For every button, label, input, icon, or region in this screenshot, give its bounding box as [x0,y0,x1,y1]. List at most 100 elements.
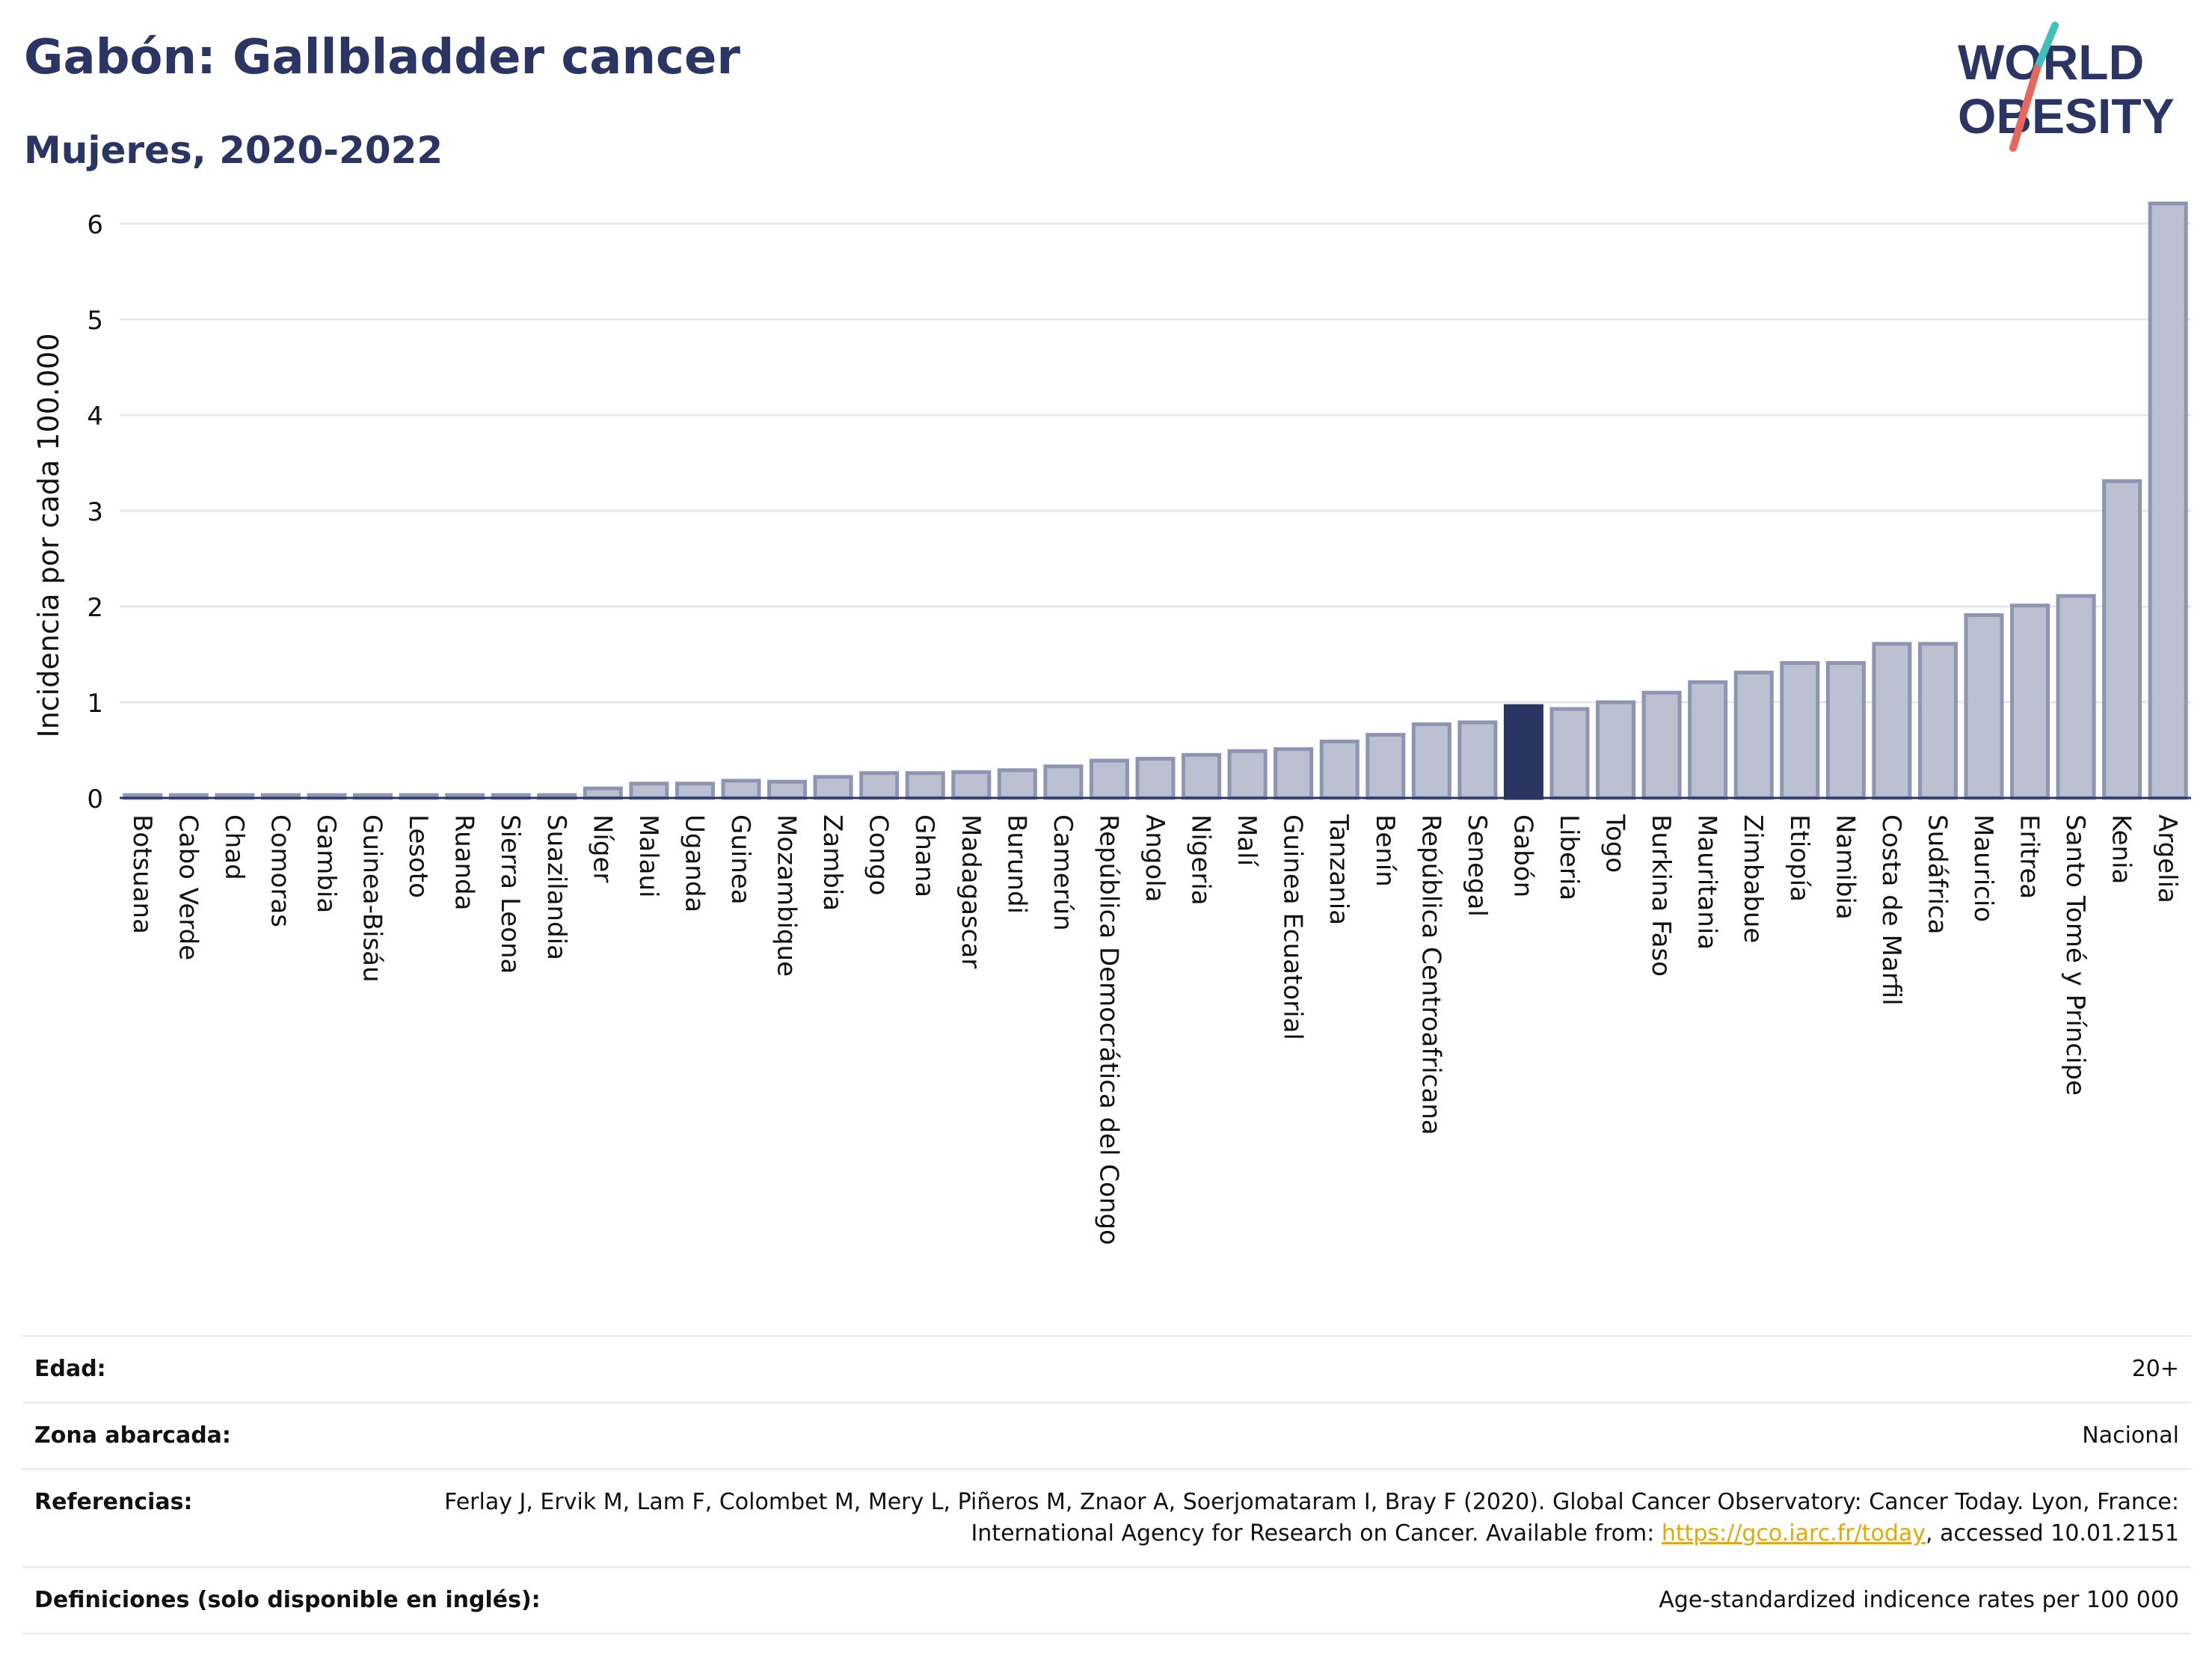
bar [2056,594,2096,800]
bar [951,770,992,800]
bar [721,779,761,800]
bar [1641,690,1682,800]
bar [1089,758,1129,800]
x-tick-label: Sierra Leona [495,814,525,974]
reference-text-after: , accessed 10.01.2151 [1926,1520,2179,1547]
x-tick-label: Malí [1232,814,1262,868]
x-tick-label: Cabo Verde [173,814,203,960]
info-table: Edad: 20+ Zona abarcada: Nacional Refere… [22,1335,2191,1635]
logo-text-obesity: OBESITY [1958,88,2175,144]
x-tick-label: Gabón [1508,814,1537,897]
bar [1182,752,1222,800]
logo-slash-top [2033,22,2059,73]
bar [1043,764,1084,800]
x-tick-label: Eritrea [2015,814,2044,899]
x-tick-label: Togo [1600,814,1630,873]
info-row-definitions: Definiciones (solo disponible en inglés)… [22,1566,2191,1635]
y-tick-label: 6 [87,210,103,240]
page-subtitle: Mujeres, 2020-2022 [24,129,443,172]
x-tick-label: Uganda [679,814,709,912]
x-tick-label: Zambia [817,814,847,911]
x-tick-label: Madagascar [956,814,986,968]
x-tick-label: República Democrática del Congo [1093,814,1123,1245]
x-tick-label: Ruanda [449,814,479,910]
x-tick-label: Comoras [265,814,295,927]
x-tick-label: Liberia [1554,814,1584,900]
x-tick-label: Nigeria [1186,814,1216,906]
reference-text: Ferlay J, Ervik M, Lam F, Colombet M, Me… [444,1489,2179,1547]
reference-link[interactable]: https://gco.iarc.fr/today [1661,1520,1926,1547]
x-tick-label: Costa de Marfil [1876,814,1906,1006]
bar [1457,720,1498,800]
x-tick-label: Níger [587,814,617,882]
bar [629,782,669,800]
bar [1319,739,1360,800]
y-tick-label: 3 [87,497,103,527]
y-tick-label: 5 [87,306,103,336]
bar [813,775,853,800]
x-tick-label: Argelia [2152,814,2182,903]
x-tick-label: Guinea [725,814,755,905]
x-tick-label: Burundi [1001,814,1031,914]
bar [1274,747,1314,800]
bar [583,786,623,800]
y-tick-label: 4 [87,402,103,432]
world-obesity-logo: WORLD OBESITY [1958,22,2175,152]
grid-lines [120,222,2191,704]
bar [859,771,900,800]
info-key: Definiciones (solo disponible en inglés)… [34,1587,541,1613]
bar [767,779,808,800]
x-tick-label: Lesoto [403,814,433,898]
y-tick-labels: 0 1 2 3 4 5 6 [87,210,103,814]
y-tick-label: 2 [87,593,103,623]
bars [123,201,2188,800]
x-tick-label: Ghana [909,814,939,897]
bar-chart: 0 1 2 3 4 5 6 Botsuana Cabo Verde Chad Comoras Gam… [32,201,2191,1245]
bar [905,771,945,800]
x-tick-label: Senegal [1462,814,1492,917]
x-tick-label: Chad [219,814,249,880]
x-tick-label: Namibia [1830,814,1860,920]
x-tick-label: Benín [1370,814,1400,887]
x-tick-label: Gambia [311,814,341,913]
bar [1917,642,1958,800]
info-row-references: Referencias: Ferlay J, Ervik M, Lam F, C… [22,1468,2191,1566]
info-value: 20+ [2131,1356,2179,1382]
info-row-age: Edad: 20+ [22,1335,2191,1401]
x-tick-label: Tanzania [1324,814,1354,925]
bar [1872,642,1912,800]
x-tick-label: Mozambique [772,814,802,977]
x-tick-label: República Centroafricana [1416,814,1446,1135]
bar [1135,757,1176,800]
info-value: Ferlay J, Ervik M, Lam F, Colombet M, Me… [437,1487,2179,1550]
bar [2148,201,2188,800]
y-axis-label: Incidencia por cada 100.000 [32,333,65,737]
info-key: Referencias: [34,1489,193,1515]
x-tick-label: Sudáfrica [1922,814,1952,934]
x-tick-labels: Botsuana Cabo Verde Chad Comoras Gambia Guine… [127,814,2182,1245]
x-tick-label: Burkina Faso [1646,814,1676,977]
x-tick-label: Etiopía [1784,814,1814,902]
x-tick-label: Guinea Ecuatorial [1278,814,1308,1040]
bar [1964,613,2004,800]
info-row-area: Zona abarcada: Nacional [22,1401,2191,1468]
x-tick-label: Suazilandia [541,814,571,960]
x-tick-label: Kenia [2107,814,2136,884]
info-value: Nacional [2082,1422,2179,1449]
bar [1733,670,1774,800]
x-tick-label: Malaui [633,814,663,897]
x-tick-label: Guinea-Bisáu [357,814,387,983]
bar [1825,661,1866,800]
bar [1227,749,1268,800]
bar [2102,479,2142,800]
x-tick-label: Mauritania [1692,814,1722,950]
y-tick-label: 1 [87,689,103,719]
info-value: Age-standardized indicence rates per 100… [1659,1587,2179,1613]
x-tick-label: Mauricio [1968,814,1998,922]
bar [675,782,715,800]
x-tick-label: Santo Tomé y Príncipe [2060,814,2090,1096]
bar [1549,707,1590,800]
bar [997,768,1037,800]
bar [1596,700,1636,800]
bar [2010,604,2050,800]
